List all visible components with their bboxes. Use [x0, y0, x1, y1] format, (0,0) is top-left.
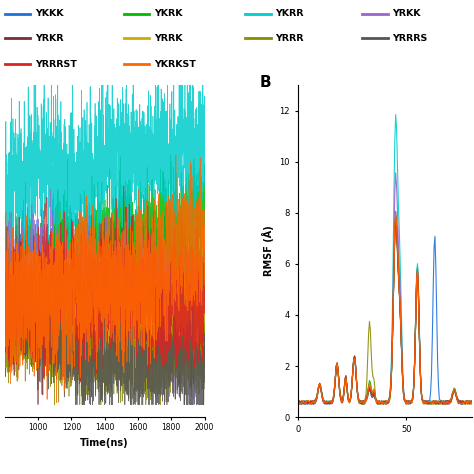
Text: YKKK: YKKK [35, 9, 64, 18]
Text: YKRKST: YKRKST [154, 60, 196, 69]
Y-axis label: RMSF (Å): RMSF (Å) [262, 226, 273, 276]
Text: YKRR: YKRR [275, 9, 304, 18]
Text: YRRRST: YRRRST [35, 60, 77, 69]
Text: YRKK: YRKK [392, 9, 421, 18]
Text: YKRK: YKRK [154, 9, 182, 18]
Text: YRRK: YRRK [154, 34, 182, 43]
X-axis label: Time(ns): Time(ns) [80, 438, 129, 448]
Text: YRRRS: YRRRS [392, 34, 428, 43]
Text: B: B [260, 75, 271, 90]
Text: YRKR: YRKR [35, 34, 64, 43]
Text: YRRR: YRRR [275, 34, 304, 43]
